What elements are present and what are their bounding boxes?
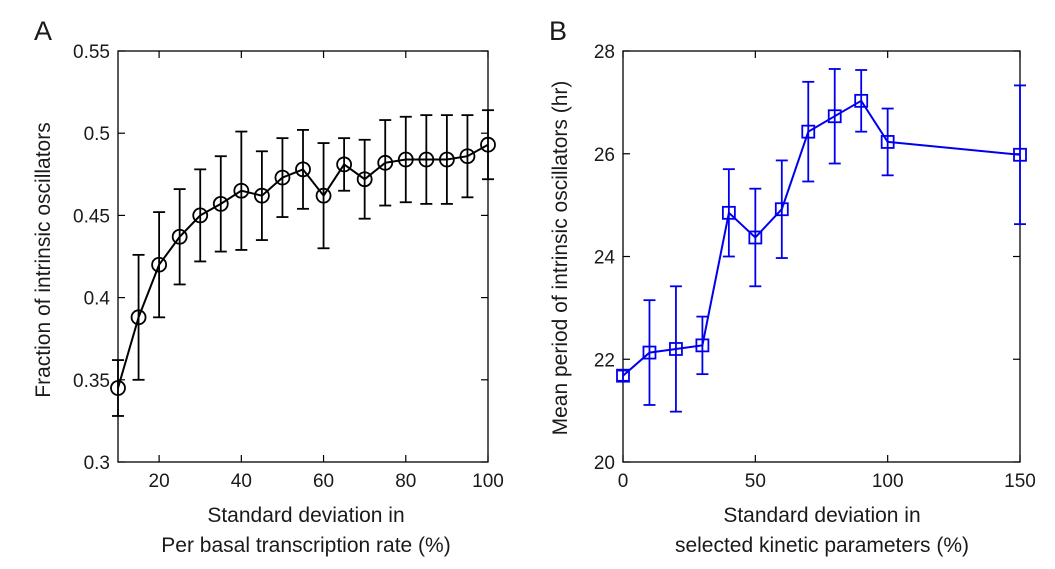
ytick-label: 20 bbox=[594, 453, 615, 474]
panel-a-series bbox=[110, 109, 496, 417]
panel-b-xlabel-line-2: selected kinetic parameters (%) bbox=[675, 534, 969, 557]
data-point bbox=[695, 338, 710, 353]
ytick-label: 24 bbox=[594, 248, 616, 269]
data-point bbox=[880, 135, 895, 149]
data-point bbox=[151, 256, 168, 273]
data-point bbox=[233, 182, 250, 199]
panel-a-letter: A bbox=[34, 16, 52, 46]
data-point bbox=[774, 202, 789, 217]
xtick-label: 40 bbox=[231, 471, 252, 492]
panel-a-ylabel: Fraction of intrinsic oscillators bbox=[32, 122, 55, 397]
data-point bbox=[274, 169, 291, 186]
data-point bbox=[397, 151, 414, 168]
data-point bbox=[854, 93, 869, 108]
data-point bbox=[1013, 147, 1027, 162]
data-point bbox=[171, 228, 188, 245]
data-point bbox=[356, 171, 373, 188]
panel-b-letter: B bbox=[549, 16, 567, 46]
data-point bbox=[192, 207, 209, 224]
data-point bbox=[827, 109, 842, 124]
xtick-label: 100 bbox=[472, 471, 504, 492]
data-point bbox=[295, 161, 311, 178]
xtick-label: 80 bbox=[395, 471, 416, 492]
panel-a: A 20 40 60 80 100 0.3 0.35 0.4 0.45 0.5 0.55 Fract… bbox=[32, 16, 504, 557]
data-point bbox=[377, 154, 394, 171]
panel-a-ticks: 20 40 60 80 100 0.3 0.35 0.4 0.45 0.5 0.55 bbox=[73, 42, 504, 492]
ytick-label: 0.4 bbox=[84, 289, 111, 310]
data-point bbox=[801, 124, 816, 139]
xtick-label: 100 bbox=[872, 471, 904, 492]
ytick-label: 28 bbox=[594, 42, 615, 63]
panel-b-ylabel: Mean period of intrinsic oscillators (hr… bbox=[549, 81, 572, 436]
xtick-label: 60 bbox=[313, 471, 334, 492]
data-point bbox=[212, 195, 229, 212]
ytick-label: 0.45 bbox=[73, 206, 110, 227]
panel-a-xlabel-line-1: Standard deviation in bbox=[207, 504, 404, 527]
ytick-label: 0.55 bbox=[73, 42, 110, 63]
data-point bbox=[459, 148, 476, 165]
data-point bbox=[616, 368, 630, 383]
series-line bbox=[622, 99, 1021, 377]
ytick-label: 26 bbox=[594, 145, 615, 166]
ytick-label: 0.35 bbox=[73, 371, 110, 392]
data-point bbox=[480, 136, 496, 153]
ytick-label: 0.3 bbox=[84, 453, 110, 474]
data-point bbox=[253, 187, 270, 204]
data-point bbox=[418, 151, 435, 168]
xtick-label: 0 bbox=[618, 471, 629, 492]
xtick-label: 150 bbox=[1004, 471, 1036, 492]
data-point bbox=[721, 205, 736, 220]
data-point bbox=[110, 380, 126, 396]
panel-b: B 0 50 100 150 20 22 24 26 28 Mean period of int… bbox=[549, 16, 1036, 557]
ytick-label: 22 bbox=[594, 350, 615, 371]
data-point bbox=[130, 309, 147, 326]
panel-b-series bbox=[616, 68, 1027, 413]
ytick-label: 0.5 bbox=[84, 124, 110, 145]
data-point bbox=[669, 342, 683, 356]
panel-b-ticks: 0 50 100 150 20 22 24 26 28 bbox=[594, 42, 1036, 492]
data-point bbox=[438, 151, 455, 168]
panel-a-plot-area bbox=[117, 50, 489, 463]
xtick-label: 20 bbox=[149, 471, 170, 492]
panel-a-xlabel-line-2: Per basal transcription rate (%) bbox=[161, 534, 450, 557]
panel-b-plot-area bbox=[622, 50, 1021, 463]
data-point bbox=[315, 187, 332, 204]
xtick-label: 50 bbox=[745, 471, 766, 492]
data-point bbox=[748, 230, 763, 245]
data-point bbox=[642, 345, 657, 360]
panel-b-xlabel-line-1: Standard deviation in bbox=[723, 504, 920, 527]
data-point bbox=[336, 156, 353, 173]
